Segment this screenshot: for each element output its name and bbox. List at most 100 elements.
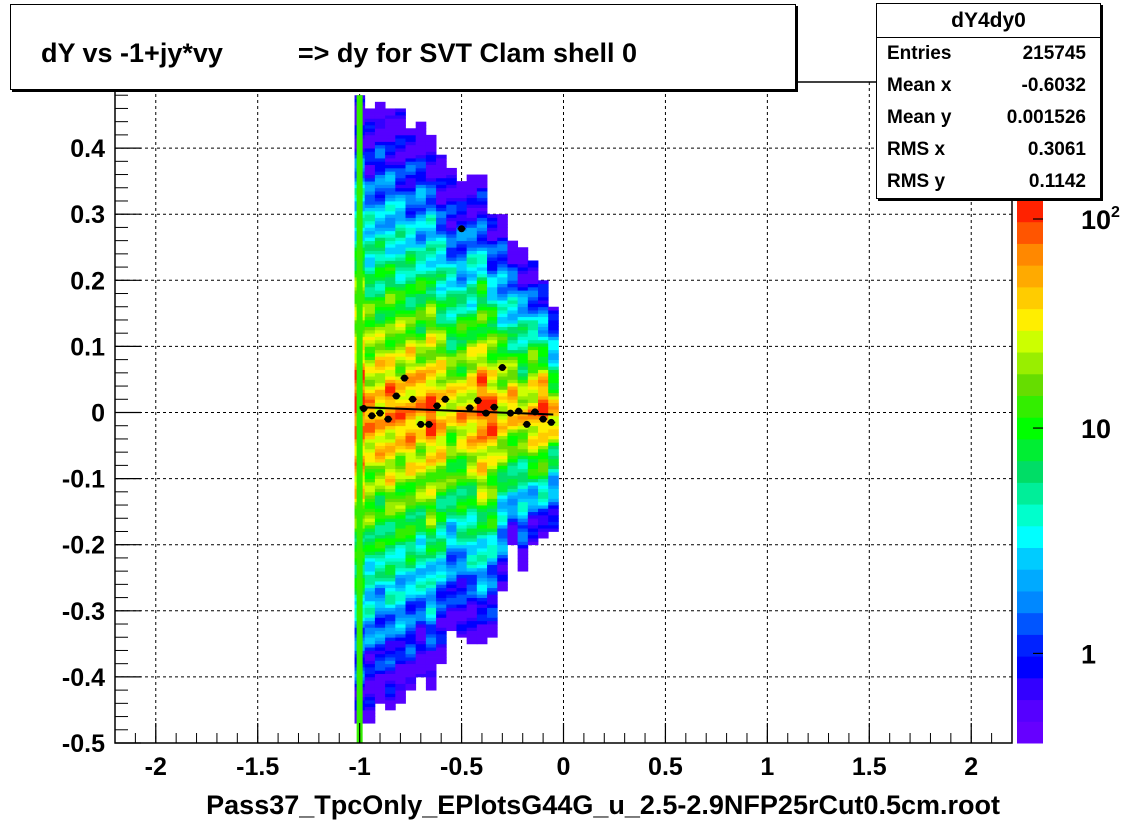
heatmap-cell: [476, 637, 488, 641]
heatmap-cell: [405, 240, 417, 245]
heatmap-cell: [395, 700, 406, 704]
heatmap-cell: [456, 438, 468, 443]
heatmap-cell: [425, 670, 437, 674]
heatmap-cell: [364, 617, 376, 622]
heatmap-cell: [538, 409, 549, 413]
heatmap-cell: [415, 475, 427, 479]
heatmap-cell: [497, 224, 508, 228]
chart-title: dY vs -1+jy*vy => dy for SVT Clam shell …: [41, 38, 638, 68]
heatmap-cell: [436, 571, 447, 575]
heatmap-cell: [405, 290, 417, 294]
heatmap-cell: [405, 528, 417, 532]
heatmap-cell: [405, 534, 417, 539]
heatmap-cell: [487, 270, 498, 275]
heatmap-cell: [517, 442, 529, 446]
heatmap-cell: [456, 505, 468, 509]
profile-point: [547, 418, 555, 426]
heatmap-cell: [415, 336, 427, 341]
heatmap-cell: [364, 544, 376, 549]
heatmap-cell: [507, 538, 519, 542]
heatmap-cell: [517, 511, 529, 516]
heatmap-cell: [476, 564, 488, 569]
heatmap-cell: [517, 353, 529, 357]
heatmap-cell: [395, 204, 406, 208]
heatmap-cell: [395, 197, 406, 202]
heatmap-cell: [476, 488, 488, 493]
heatmap-cell: [425, 379, 437, 384]
heatmap-cell: [436, 237, 447, 242]
heatmap-cell: [517, 567, 529, 572]
heatmap-cell: [425, 349, 437, 354]
heatmap-cell: [364, 581, 376, 585]
heatmap-cell: [405, 680, 417, 684]
heatmap-cell: [497, 346, 508, 351]
heatmap-cell: [446, 336, 457, 341]
profile-point: [417, 420, 425, 428]
heatmap-cell: [374, 280, 386, 285]
heatmap-cell: [385, 594, 396, 598]
heatmap-cell: [425, 505, 437, 509]
heatmap-cell: [548, 343, 559, 347]
heatmap-cell: [405, 491, 417, 496]
heatmap-cell: [538, 382, 549, 387]
heatmap-cell: [476, 326, 488, 331]
heatmap-cell: [497, 501, 508, 506]
heatmap-cell: [415, 343, 427, 347]
stats-value: 0.3061: [1027, 139, 1086, 160]
heatmap-cell: [405, 346, 417, 351]
heatmap-cell: [364, 445, 376, 450]
heatmap-cell: [497, 353, 508, 357]
heatmap-cell: [466, 415, 478, 420]
heatmap-cell: [527, 481, 539, 486]
heatmap-cell: [487, 217, 498, 222]
heatmap-cell: [425, 590, 437, 595]
heatmap-cell: [487, 283, 498, 288]
heatmap-cell: [446, 610, 457, 615]
heatmap-cell: [395, 548, 406, 552]
heatmap-cell: [497, 528, 508, 532]
heatmap-cell: [374, 680, 386, 684]
heatmap-cell: [446, 624, 457, 628]
heatmap-cell: [385, 111, 396, 116]
palette-segment: [1017, 460, 1043, 483]
heatmap-cell: [364, 600, 376, 605]
heatmap-cell: [527, 290, 539, 294]
heatmap-cell: [415, 541, 427, 546]
heatmap-cell: [425, 415, 437, 420]
heatmap-cell: [517, 402, 529, 407]
heatmap-cell: [374, 534, 386, 539]
heatmap-cell: [487, 614, 498, 618]
heatmap-cell: [395, 336, 406, 341]
heatmap-cell: [476, 405, 488, 410]
heatmap-cell: [446, 339, 457, 344]
heatmap-cell: [415, 571, 427, 575]
heatmap-cell: [425, 455, 437, 460]
heatmap-cell: [415, 663, 427, 668]
heatmap-cell: [456, 501, 468, 506]
heatmap-cell: [527, 296, 539, 301]
heatmap-cell: [364, 234, 376, 238]
heatmap-cell: [538, 508, 549, 513]
heatmap-cell: [374, 633, 386, 638]
heatmap-cell: [436, 567, 447, 572]
heatmap-cell: [425, 485, 437, 489]
heatmap-cell: [425, 336, 437, 341]
heatmap-cell: [395, 260, 406, 265]
heatmap-cell: [538, 402, 549, 407]
heatmap-cell: [436, 227, 447, 232]
heatmap-cell: [405, 138, 417, 142]
heatmap-cell: [456, 624, 468, 628]
heatmap-cell: [507, 257, 519, 261]
heatmap-cell: [395, 372, 406, 377]
heatmap-cell: [415, 415, 427, 420]
heatmap-cell: [548, 432, 559, 437]
heatmap-cell: [364, 392, 376, 397]
heatmap-cell: [487, 475, 498, 479]
heatmap-cell: [487, 505, 498, 509]
heatmap-cell: [487, 561, 498, 565]
heatmap-cell: [385, 243, 396, 248]
heatmap-cell: [487, 633, 498, 638]
heatmap-cell: [395, 240, 406, 245]
heatmap-cell: [456, 445, 468, 450]
heatmap-cell: [456, 544, 468, 549]
